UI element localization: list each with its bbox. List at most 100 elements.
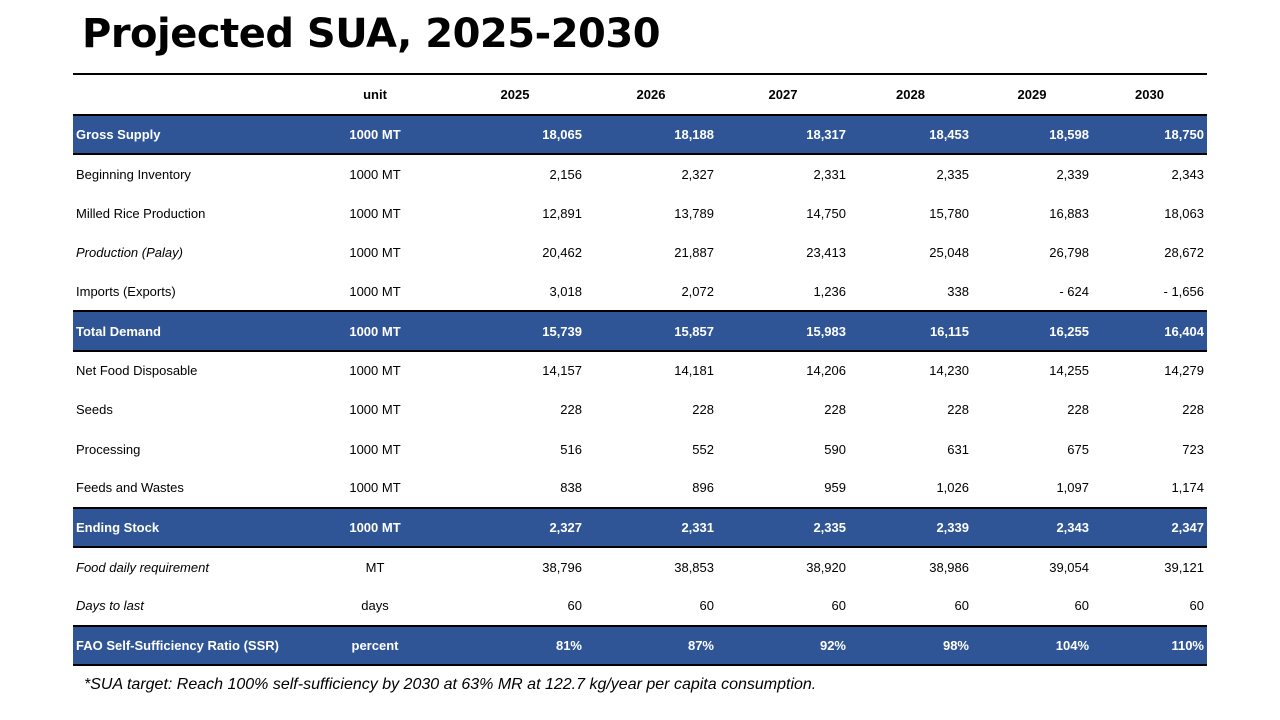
row-value: 104% xyxy=(972,624,1092,667)
row-label: Total Demand xyxy=(73,310,305,352)
row-value: 39,121 xyxy=(1164,559,1204,575)
row-value: - 624 xyxy=(1059,283,1089,299)
row-unit: 1000 MT xyxy=(305,113,445,156)
table-row: Beginning Inventory 1000 MT 2,156 2,327 2,33… xyxy=(73,154,1207,193)
row-value: 2,327 xyxy=(681,166,714,182)
row-value: 2,331 xyxy=(813,166,846,182)
row-unit: 1000 MT xyxy=(305,506,445,549)
footnote: *SUA target: Reach 100% self-sufficiency… xyxy=(84,676,817,693)
row-value: 16,883 xyxy=(1049,205,1089,221)
row-value: 60 xyxy=(954,598,969,614)
table-body: Gross Supply 1000 MT 18,065 18,188 18,317 18,… xyxy=(73,113,1207,667)
row-value: 81% xyxy=(445,624,585,667)
row-value: 14,279 xyxy=(1164,363,1204,379)
row-value: 13,789 xyxy=(674,205,714,221)
row-unit: MT xyxy=(365,559,385,575)
row-value: 2,343 xyxy=(972,506,1092,549)
row-label: Feeds and Wastes xyxy=(76,480,184,496)
row-value: 18,750 xyxy=(1092,113,1207,156)
header-year: 2030 xyxy=(1135,87,1164,102)
row-label: Beginning Inventory xyxy=(76,166,191,182)
row-value: 110% xyxy=(1092,624,1207,667)
row-value: 631 xyxy=(947,441,969,457)
row-unit: 1000 MT xyxy=(349,166,401,182)
row-unit: percent xyxy=(305,624,445,667)
table-row: Imports (Exports) 1000 MT 3,018 2,072 1,236 3… xyxy=(73,272,1207,311)
row-value: 21,887 xyxy=(674,245,714,261)
row-value: 15,857 xyxy=(585,310,717,352)
row-value: 228 xyxy=(1067,402,1089,418)
row-value: 25,048 xyxy=(929,245,969,261)
row-value: 14,206 xyxy=(806,363,846,379)
row-value: 896 xyxy=(692,480,714,496)
row-value: 28,672 xyxy=(1164,245,1204,261)
row-label: FAO Self-Sufficiency Ratio (SSR) xyxy=(73,624,305,667)
row-value: 14,157 xyxy=(542,363,582,379)
row-label: Milled Rice Production xyxy=(76,205,206,221)
row-value: 723 xyxy=(1182,441,1204,457)
row-label: Food daily requirement xyxy=(76,559,209,575)
row-label: Processing xyxy=(76,441,141,457)
table-row: Days to last days 60 60 60 60 60 60 xyxy=(73,587,1207,626)
row-value: - 1,656 xyxy=(1163,283,1204,299)
row-value: 60 xyxy=(1074,598,1089,614)
row-unit: 1000 MT xyxy=(349,402,401,418)
row-value: 2,347 xyxy=(1092,506,1207,549)
row-value: 60 xyxy=(831,598,846,614)
row-value: 87% xyxy=(585,624,717,667)
row-unit: 1000 MT xyxy=(349,480,401,496)
row-value: 1,097 xyxy=(1056,480,1089,496)
header-year: 2026 xyxy=(636,87,666,102)
row-label: Seeds xyxy=(76,402,113,418)
row-value: 16,255 xyxy=(972,310,1092,352)
table-row: Processing 1000 MT 516 552 590 631 675 723 xyxy=(73,429,1207,468)
row-unit: 1000 MT xyxy=(349,245,401,261)
row-value: 15,780 xyxy=(929,205,969,221)
row-value: 14,230 xyxy=(929,363,969,379)
section-row: Ending Stock 1000 MT 2,327 2,331 2,335 2,339 2… xyxy=(73,506,1207,549)
header-label-cell xyxy=(73,74,305,115)
row-value: 228 xyxy=(947,402,969,418)
row-value: 60 xyxy=(567,598,582,614)
row-label: Production (Palay) xyxy=(76,245,183,261)
row-unit: 1000 MT xyxy=(349,283,401,299)
row-value: 23,413 xyxy=(806,245,846,261)
row-value: 3,018 xyxy=(549,283,582,299)
table-row: Seeds 1000 MT 228 228 228 228 228 228 xyxy=(73,390,1207,429)
row-value: 2,072 xyxy=(681,283,714,299)
header-year: 2029 xyxy=(1017,87,1047,102)
row-value: 228 xyxy=(1182,402,1204,418)
row-value: 228 xyxy=(692,402,714,418)
row-value: 14,181 xyxy=(674,363,714,379)
row-value: 16,404 xyxy=(1092,310,1207,352)
table-row: Food daily requirement MT 38,796 38,853 38,9… xyxy=(73,547,1207,586)
row-label: Imports (Exports) xyxy=(76,283,176,299)
header-year: 2027 xyxy=(768,87,798,102)
row-value: 18,063 xyxy=(1164,205,1204,221)
row-value: 38,796 xyxy=(542,559,582,575)
row-label: Net Food Disposable xyxy=(76,363,198,379)
row-value: 2,339 xyxy=(1056,166,1089,182)
row-value: 2,335 xyxy=(717,506,849,549)
table-row: Feeds and Wastes 1000 MT 838 896 959 1,026 1,0… xyxy=(73,469,1207,508)
section-row: FAO Self-Sufficiency Ratio (SSR) percent 8… xyxy=(73,624,1207,667)
row-value: 1,026 xyxy=(936,480,969,496)
row-value: 18,598 xyxy=(972,113,1092,156)
row-value: 2,335 xyxy=(936,166,969,182)
row-unit: days xyxy=(361,598,389,614)
row-value: 2,331 xyxy=(585,506,717,549)
row-value: 38,920 xyxy=(806,559,846,575)
row-value: 15,983 xyxy=(717,310,849,352)
row-value: 60 xyxy=(1189,598,1204,614)
row-value: 552 xyxy=(692,441,714,457)
page-title: Projected SUA, 2025-2030 xyxy=(82,11,661,57)
sua-table: unit 2025 2026 2027 2028 2029 2030 Gross… xyxy=(73,73,1207,667)
row-unit: 1000 MT xyxy=(349,441,401,457)
row-value: 60 xyxy=(699,598,714,614)
row-value: 959 xyxy=(824,480,846,496)
row-value: 39,054 xyxy=(1049,559,1089,575)
row-value: 20,462 xyxy=(542,245,582,261)
row-value: 675 xyxy=(1067,441,1089,457)
row-value: 38,986 xyxy=(929,559,969,575)
row-value: 18,065 xyxy=(445,113,585,156)
